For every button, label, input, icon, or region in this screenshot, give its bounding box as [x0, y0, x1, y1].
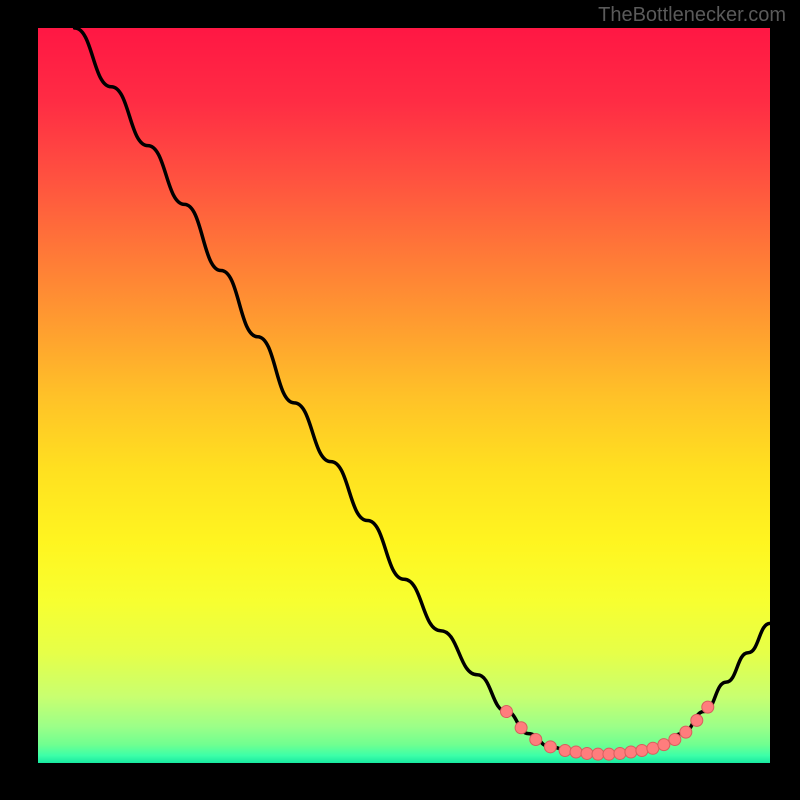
curve-marker — [702, 701, 714, 713]
curve-marker — [658, 739, 670, 751]
curve-markers — [500, 701, 713, 760]
curve-marker — [669, 733, 681, 745]
curve-line — [75, 28, 770, 754]
curve-marker — [515, 722, 527, 734]
curve-marker — [647, 742, 659, 754]
curve-marker — [570, 746, 582, 758]
curve-marker — [680, 726, 692, 738]
curve-marker — [559, 745, 571, 757]
curve-marker — [691, 714, 703, 726]
curve-marker — [500, 706, 512, 718]
curve-marker — [592, 748, 604, 760]
curve-marker — [636, 745, 648, 757]
curve-marker — [581, 747, 593, 759]
plot-area — [38, 28, 770, 763]
curve-marker — [530, 733, 542, 745]
watermark-text: TheBottlenecker.com — [598, 4, 786, 27]
curve-marker — [544, 741, 556, 753]
curve-marker — [625, 746, 637, 758]
curve-marker — [614, 747, 626, 759]
curve-marker — [603, 748, 615, 760]
bottleneck-curve — [38, 28, 770, 763]
